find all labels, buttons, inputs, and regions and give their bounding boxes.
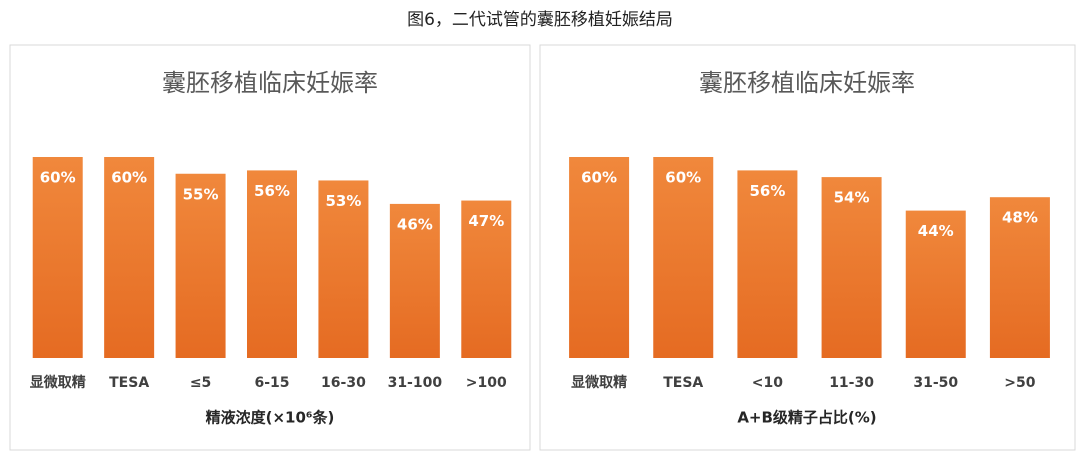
bar (737, 170, 798, 358)
value-label: 60% (40, 169, 76, 187)
x-tick-label: TESA (663, 375, 703, 391)
x-tick-label: 6-15 (254, 375, 289, 391)
bar (569, 157, 630, 358)
x-tick-label: 31-50 (913, 375, 958, 391)
panel (539, 44, 1076, 451)
chart-title: 囊胚移植临床妊娠率 (699, 69, 915, 97)
value-label: 46% (397, 215, 433, 233)
value-label: 48% (1002, 209, 1038, 227)
x-tick-label: 11-30 (829, 375, 874, 391)
value-label: 53% (325, 192, 361, 210)
bar (389, 203, 440, 358)
chart-title: 囊胚移植临床妊娠率 (162, 69, 378, 97)
value-label: 47% (468, 212, 504, 230)
value-label: 54% (834, 189, 870, 207)
bar (653, 157, 714, 358)
x-tick-label: 16-30 (321, 375, 366, 391)
x-tick-label: >100 (466, 375, 507, 391)
x-tick-label: >50 (1004, 375, 1035, 391)
x-axis-title: A+B级精子占比(%) (737, 409, 876, 427)
bar (318, 180, 369, 358)
bar (175, 173, 226, 358)
value-label: 60% (581, 169, 617, 187)
x-tick-label: <10 (752, 375, 783, 391)
x-tick-label: TESA (109, 375, 149, 391)
bar (989, 197, 1050, 358)
bar (461, 200, 512, 358)
x-tick-label: 31-100 (388, 375, 443, 391)
x-tick-label: 显微取精 (30, 374, 86, 391)
bar (104, 157, 155, 358)
value-label: 60% (111, 169, 147, 187)
value-label: 55% (183, 185, 219, 203)
value-label: 56% (254, 182, 290, 200)
value-label: 44% (918, 222, 954, 240)
x-tick-label: ≤5 (190, 375, 211, 391)
bar (247, 170, 297, 358)
x-tick-label: 显微取精 (571, 374, 627, 391)
bar (821, 177, 882, 358)
value-label: 56% (749, 182, 785, 200)
bar (32, 157, 83, 358)
figure-title: 图6，二代试管的囊胚移植妊娠结局 (407, 10, 673, 30)
bar (905, 210, 966, 358)
x-axis-title: 精液浓度(×10⁶条) (206, 409, 335, 427)
value-label: 60% (665, 169, 701, 187)
